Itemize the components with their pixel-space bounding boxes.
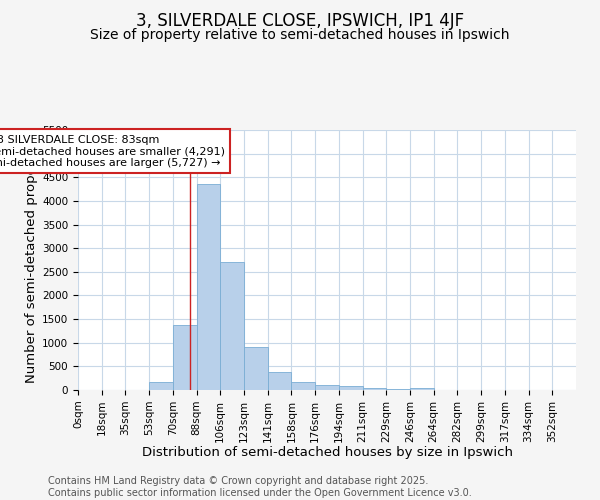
Bar (220, 262, 244, 390)
Bar (362, 388, 386, 390)
Bar (315, 386, 339, 390)
Bar (173, 325, 197, 390)
X-axis label: Distribution of semi-detached houses by size in Ipswich: Distribution of semi-detached houses by … (142, 446, 512, 459)
Text: Contains HM Land Registry data © Crown copyright and database right 2025.
Contai: Contains HM Land Registry data © Crown c… (48, 476, 472, 498)
Bar (410, 388, 434, 390)
Bar (339, 386, 362, 390)
Text: 3 SILVERDALE CLOSE: 83sqm
← 42% of semi-detached houses are smaller (4,291)
56% : 3 SILVERDALE CLOSE: 83sqm ← 42% of semi-… (0, 134, 224, 168)
Bar (292, 382, 315, 390)
Bar (244, 348, 268, 390)
Text: 3, SILVERDALE CLOSE, IPSWICH, IP1 4JF: 3, SILVERDALE CLOSE, IPSWICH, IP1 4JF (136, 12, 464, 30)
Text: Size of property relative to semi-detached houses in Ipswich: Size of property relative to semi-detach… (90, 28, 510, 42)
Bar (386, 388, 410, 390)
Bar (149, 382, 173, 390)
Bar (197, 184, 220, 390)
Y-axis label: Number of semi-detached properties: Number of semi-detached properties (25, 136, 38, 383)
Bar (268, 372, 292, 390)
